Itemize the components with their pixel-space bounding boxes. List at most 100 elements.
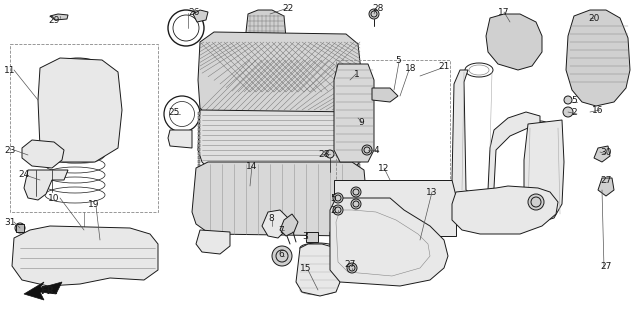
Polygon shape	[358, 116, 360, 119]
Polygon shape	[198, 112, 200, 115]
Polygon shape	[598, 178, 614, 196]
Text: 15: 15	[300, 264, 312, 273]
Polygon shape	[358, 132, 360, 135]
Text: 11: 11	[4, 66, 15, 75]
Polygon shape	[358, 144, 360, 147]
Polygon shape	[262, 210, 288, 238]
Text: 1: 1	[354, 70, 360, 79]
Text: 6: 6	[278, 250, 284, 259]
Text: 10: 10	[48, 194, 60, 203]
Polygon shape	[198, 32, 362, 122]
Circle shape	[564, 96, 572, 104]
Polygon shape	[358, 124, 360, 127]
Polygon shape	[524, 120, 564, 222]
Polygon shape	[24, 282, 62, 300]
Polygon shape	[246, 10, 286, 48]
Polygon shape	[198, 116, 200, 119]
Polygon shape	[358, 152, 360, 155]
Text: 5: 5	[330, 194, 336, 203]
Text: 22: 22	[282, 4, 293, 13]
Polygon shape	[330, 230, 364, 256]
Polygon shape	[192, 162, 368, 236]
Polygon shape	[486, 14, 542, 70]
Text: 7: 7	[278, 226, 284, 235]
Polygon shape	[198, 160, 200, 163]
Polygon shape	[50, 14, 68, 20]
Polygon shape	[198, 136, 200, 139]
Text: 4: 4	[374, 146, 380, 155]
Circle shape	[528, 194, 544, 210]
Text: 17: 17	[498, 8, 509, 17]
Circle shape	[351, 199, 361, 209]
Polygon shape	[296, 244, 340, 296]
Polygon shape	[168, 130, 192, 148]
Polygon shape	[198, 120, 200, 123]
Text: FR.: FR.	[40, 286, 58, 296]
Circle shape	[563, 107, 573, 117]
Polygon shape	[198, 144, 200, 147]
Polygon shape	[198, 156, 200, 159]
Polygon shape	[38, 58, 122, 162]
Polygon shape	[198, 152, 200, 155]
Polygon shape	[198, 148, 200, 151]
Polygon shape	[358, 164, 360, 167]
Text: 25: 25	[168, 108, 179, 117]
Text: 2: 2	[571, 108, 577, 117]
Circle shape	[326, 150, 334, 158]
Polygon shape	[358, 120, 360, 123]
Circle shape	[333, 193, 343, 203]
Polygon shape	[330, 198, 448, 286]
Bar	[306, 232, 318, 242]
Polygon shape	[452, 186, 558, 234]
Polygon shape	[358, 156, 360, 159]
Text: 26: 26	[188, 8, 200, 17]
Text: 3: 3	[302, 232, 308, 241]
Polygon shape	[198, 110, 362, 172]
Polygon shape	[358, 112, 360, 115]
Polygon shape	[198, 140, 200, 143]
Text: 5: 5	[571, 96, 577, 105]
Bar	[10, 44, 158, 212]
Polygon shape	[334, 64, 374, 162]
Circle shape	[15, 223, 25, 233]
Polygon shape	[16, 224, 24, 232]
Text: 18: 18	[405, 64, 417, 73]
Text: 19: 19	[88, 200, 99, 209]
Text: 8: 8	[268, 214, 274, 223]
Circle shape	[333, 205, 343, 215]
Polygon shape	[22, 140, 64, 168]
Polygon shape	[358, 140, 360, 143]
Circle shape	[362, 145, 372, 155]
Polygon shape	[452, 70, 540, 204]
Polygon shape	[198, 128, 200, 131]
Polygon shape	[358, 128, 360, 131]
Polygon shape	[198, 132, 200, 135]
Text: 27: 27	[600, 176, 611, 185]
Text: 16: 16	[592, 106, 604, 115]
Polygon shape	[358, 148, 360, 151]
Polygon shape	[358, 160, 360, 163]
Polygon shape	[358, 136, 360, 139]
Bar	[334, 180, 456, 236]
Circle shape	[369, 9, 379, 19]
Polygon shape	[12, 226, 158, 286]
Text: 12: 12	[378, 164, 389, 173]
Bar	[336, 60, 450, 180]
Text: 24: 24	[18, 170, 29, 179]
Text: 29: 29	[48, 16, 60, 25]
Polygon shape	[24, 170, 68, 200]
Circle shape	[351, 187, 361, 197]
Polygon shape	[196, 230, 230, 254]
Text: 2: 2	[330, 206, 335, 215]
Text: 5: 5	[395, 56, 401, 65]
Text: 20: 20	[588, 14, 600, 23]
Text: 28: 28	[318, 150, 330, 159]
Circle shape	[347, 263, 357, 273]
Text: 27: 27	[600, 262, 611, 271]
Polygon shape	[193, 10, 208, 22]
Text: 23: 23	[4, 146, 15, 155]
Polygon shape	[372, 88, 398, 102]
Text: 9: 9	[358, 118, 364, 127]
Polygon shape	[198, 164, 200, 167]
Polygon shape	[566, 10, 630, 106]
